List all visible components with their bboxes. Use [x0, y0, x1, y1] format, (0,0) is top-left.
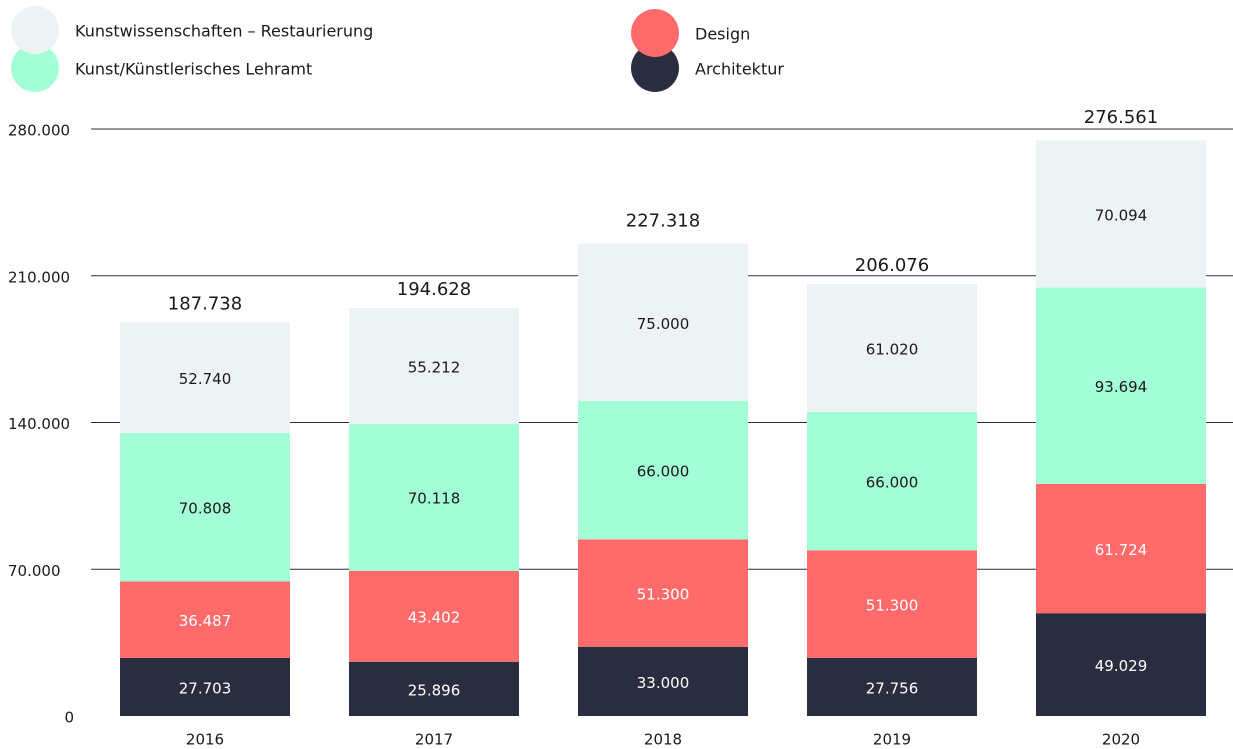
bar-segment [1036, 613, 1206, 716]
bar-segment [807, 283, 977, 412]
bar-segment [120, 432, 290, 582]
bar-segment [349, 570, 519, 662]
value-label: 61.724 [1095, 541, 1148, 559]
value-label: 66.000 [637, 463, 690, 481]
total-label: 194.628 [397, 279, 471, 300]
value-label: 25.896 [408, 681, 461, 699]
legend-label: Design [695, 25, 750, 44]
legend-label: Architektur [695, 60, 784, 79]
x-tick-label: 2018 [644, 731, 682, 749]
bar-segment [120, 657, 290, 716]
y-tick-label: 140.000 [8, 415, 70, 433]
value-label: 61.020 [866, 340, 919, 358]
bar-segment [807, 550, 977, 658]
bar-segment [578, 646, 748, 716]
x-tick-label: 2016 [186, 731, 224, 749]
bar-segment [578, 539, 748, 647]
x-tick-label: 2017 [415, 731, 453, 749]
y-tick-label: 210.000 [8, 268, 70, 286]
bar-segment [349, 307, 519, 424]
bar-segment [578, 243, 748, 401]
total-label: 206.076 [855, 255, 929, 276]
legend-swatch [631, 44, 679, 92]
value-label: 43.402 [408, 609, 461, 627]
bar-segment [578, 400, 748, 540]
legend-label: Kunstwissenschaften – Restaurierung [75, 22, 373, 41]
value-label: 27.756 [866, 679, 919, 697]
bar-segment [120, 581, 290, 658]
legend-swatch [11, 6, 59, 54]
value-label: 51.300 [866, 597, 919, 615]
value-label: 75.000 [637, 315, 690, 333]
value-label: 66.000 [866, 474, 919, 492]
total-label: 227.318 [626, 210, 700, 231]
bar-segment [807, 657, 977, 716]
legend-label: Kunst/Künstlerisches Lehramt [75, 60, 312, 79]
value-label: 70.808 [179, 500, 232, 518]
value-label: 93.694 [1095, 378, 1148, 396]
value-label: 51.300 [637, 586, 690, 604]
x-tick-label: 2019 [873, 731, 911, 749]
value-label: 70.094 [1095, 206, 1148, 224]
y-tick-label: 0 [64, 709, 74, 727]
bar-segment [1036, 287, 1206, 484]
legend-swatch [631, 9, 679, 57]
value-label: 27.703 [179, 679, 232, 697]
value-label: 52.740 [179, 370, 232, 388]
value-label: 49.029 [1095, 657, 1148, 675]
value-label: 70.118 [408, 490, 461, 508]
total-label: 187.738 [168, 293, 242, 314]
x-tick-label: 2020 [1102, 731, 1140, 749]
bar-segment [807, 411, 977, 551]
bar-segment [349, 423, 519, 571]
value-label: 36.487 [179, 612, 232, 630]
bar-segment [1036, 140, 1206, 288]
y-tick-label: 70.000 [8, 562, 61, 580]
total-label: 276.561 [1084, 107, 1158, 128]
bar-segment [349, 661, 519, 716]
value-label: 55.212 [408, 358, 461, 376]
value-label: 33.000 [637, 674, 690, 692]
legend-swatch [11, 44, 59, 92]
bar-segment [1036, 483, 1206, 614]
y-tick-label: 280.000 [8, 122, 70, 140]
bar-segment [120, 322, 290, 433]
